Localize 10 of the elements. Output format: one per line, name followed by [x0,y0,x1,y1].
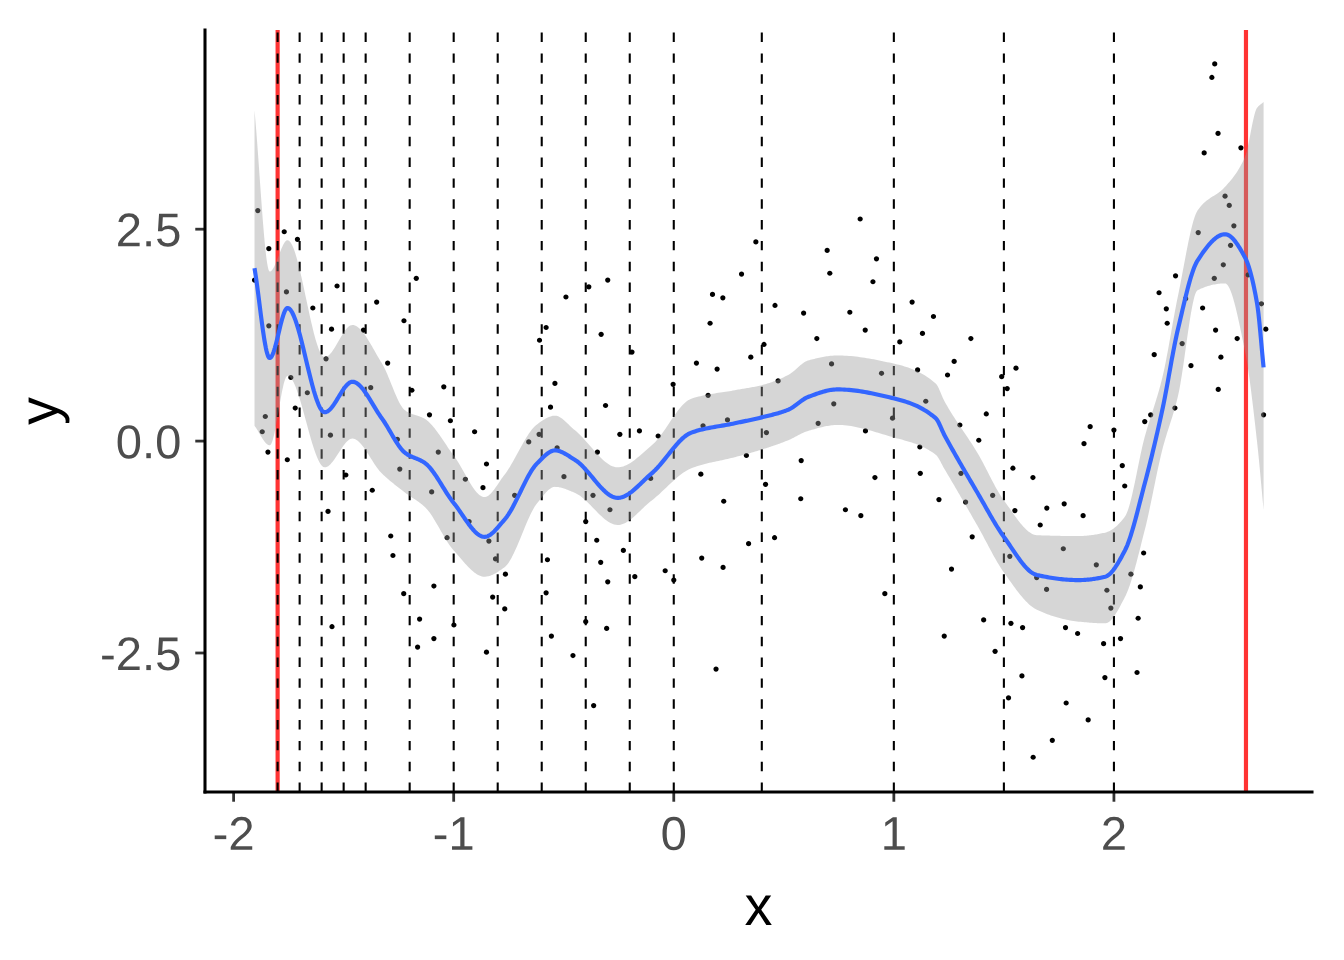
x-tick-label: 1 [884,817,905,850]
x-tick-label: 2 [1103,816,1125,850]
y-tick-label: 2.5 [118,213,180,247]
x-tick-label: -1 [434,817,473,850]
y-axis-title: y [28,397,70,425]
x-tick-label: -2 [214,816,253,850]
x-axis-title: x [745,895,772,925]
y-tick-label: -2.5 [102,637,180,671]
x-tick-label: 0 [662,816,686,851]
y-tick-label: 0.0 [117,425,180,459]
